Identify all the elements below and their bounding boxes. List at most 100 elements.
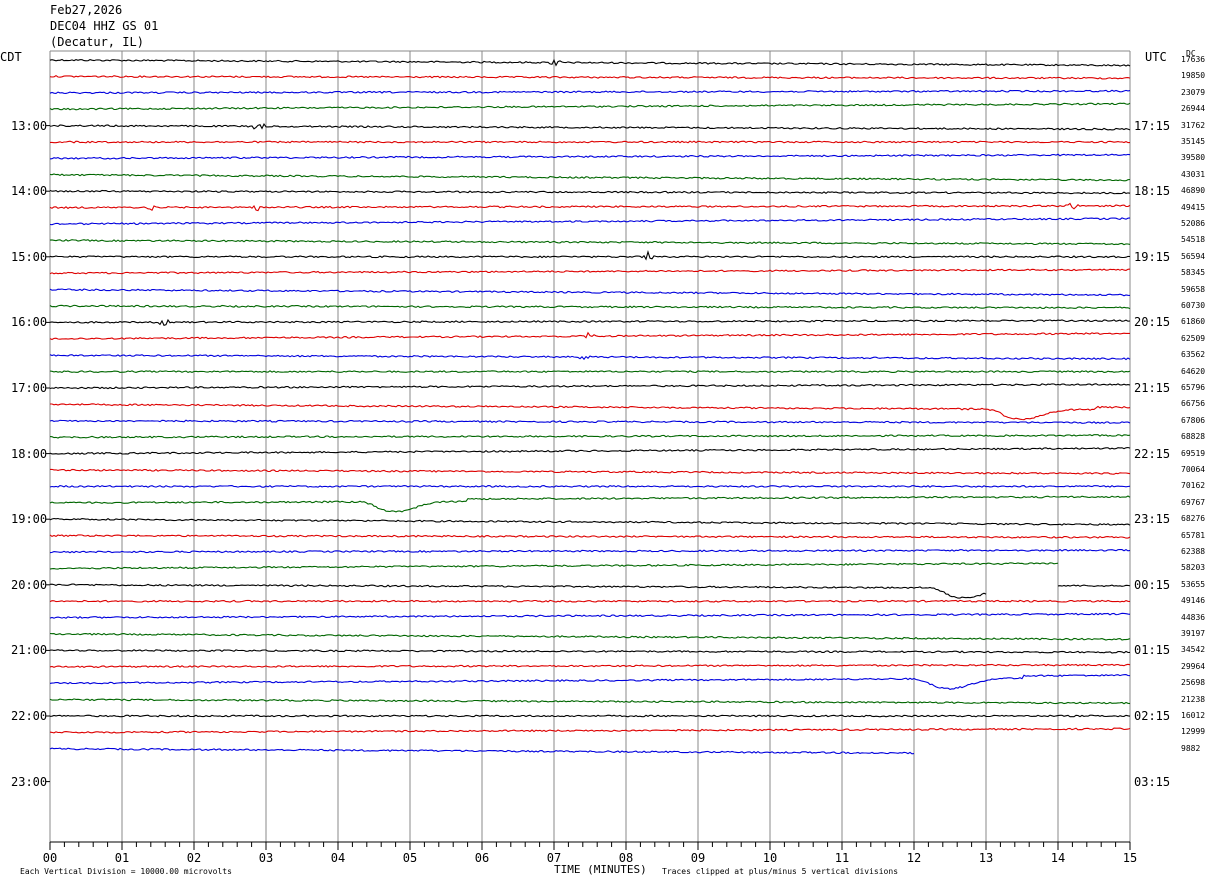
x-tick-label: 00 bbox=[43, 851, 57, 865]
trace-row-5 bbox=[50, 140, 1130, 144]
utc-time-label: 00:15 bbox=[1134, 577, 1171, 592]
dc-offset-label: 59658 bbox=[1181, 284, 1206, 294]
cdt-time-label: 23:00 bbox=[11, 774, 48, 789]
trace-row-17 bbox=[49, 331, 1130, 341]
location-label: (Decatur, IL) bbox=[50, 35, 144, 49]
cdt-time-label: 16:00 bbox=[11, 315, 48, 330]
dc-offset-label: 66756 bbox=[1181, 399, 1206, 409]
trace-row-22 bbox=[49, 419, 1131, 424]
cdt-time-label: 19:00 bbox=[11, 512, 48, 527]
trace-row-2 bbox=[49, 89, 1131, 95]
cdt-time-label: 13:00 bbox=[11, 118, 48, 133]
dc-offset-label: 69767 bbox=[1181, 497, 1206, 507]
x-tick-label: 06 bbox=[475, 851, 489, 865]
x-tick-label: 05 bbox=[403, 851, 417, 865]
dc-offset-label: 39197 bbox=[1181, 629, 1206, 638]
trace-row-23 bbox=[49, 434, 1131, 439]
dc-offset-label: 65781 bbox=[1181, 530, 1206, 540]
dc-offset-label: 39580 bbox=[1181, 153, 1206, 163]
x-tick-label: 15 bbox=[1123, 851, 1137, 865]
trace-row-32 bbox=[49, 583, 1131, 599]
dc-offset-label: 29964 bbox=[1181, 661, 1206, 671]
utc-time-label: 17:15 bbox=[1134, 118, 1171, 133]
trace-row-8 bbox=[49, 189, 1131, 195]
trace-row-40 bbox=[49, 714, 1131, 718]
utc-time-label: 20:15 bbox=[1134, 315, 1171, 330]
trace-row-7 bbox=[49, 173, 1131, 182]
trace-row-0 bbox=[49, 58, 1131, 67]
trace-row-9 bbox=[49, 202, 1131, 212]
utc-time-label: 23:15 bbox=[1134, 512, 1171, 527]
trace-row-1 bbox=[49, 74, 1131, 80]
clip-note: Traces clipped at plus/minus 5 vertical … bbox=[662, 867, 899, 876]
dc-offset-label: 54518 bbox=[1181, 235, 1206, 245]
utc-time-label: 19:15 bbox=[1134, 249, 1171, 264]
x-axis: 00 01 02 03 04 05 06 07 08 09 10 11 12 13 14 15 bbox=[43, 841, 1137, 865]
dc-offset-label: 53655 bbox=[1181, 579, 1206, 589]
cdt-time-label: 21:00 bbox=[11, 643, 48, 658]
trace-row-18 bbox=[49, 354, 1131, 361]
trace-row-19 bbox=[49, 370, 1131, 374]
x-tick-label: 04 bbox=[331, 851, 345, 865]
dc-header-label: DC bbox=[1186, 49, 1196, 58]
dc-offset-label: 49146 bbox=[1181, 596, 1206, 606]
dc-offset-label: 70162 bbox=[1181, 481, 1206, 491]
dc-offset-label: 49415 bbox=[1181, 202, 1206, 212]
dc-offset-label: 43031 bbox=[1181, 169, 1206, 179]
dc-offset-label: 62509 bbox=[1181, 333, 1206, 343]
trace-row-15 bbox=[49, 304, 1131, 310]
x-tick-label: 07 bbox=[547, 851, 561, 865]
trace-row-41 bbox=[49, 727, 1131, 734]
dc-offset-label: 9882 bbox=[1181, 743, 1201, 753]
dc-offset-label: 56594 bbox=[1181, 251, 1206, 261]
dc-offset-label: 31762 bbox=[1181, 120, 1206, 130]
x-tick-label: 11 bbox=[835, 851, 849, 865]
utc-time-label: 02:15 bbox=[1134, 709, 1171, 723]
trace-row-38 bbox=[49, 674, 1131, 690]
trace-row-28 bbox=[49, 517, 1131, 526]
dc-offset-label: 25698 bbox=[1181, 678, 1206, 688]
cdt-time-label: 17:00 bbox=[11, 381, 48, 395]
cdt-time-label: 15:00 bbox=[11, 249, 48, 264]
trace-row-20 bbox=[49, 383, 1131, 390]
cdt-time-label: 18:00 bbox=[11, 446, 48, 461]
x-tick-label: 03 bbox=[259, 851, 273, 865]
dc-offset-label: 69519 bbox=[1181, 448, 1206, 458]
trace-row-31 bbox=[49, 562, 1059, 570]
x-tick-label: 14 bbox=[1051, 851, 1065, 865]
cdt-time-label: 20:00 bbox=[11, 577, 48, 592]
dc-offset-label: 63562 bbox=[1181, 350, 1206, 360]
left-timezone-label: CDT bbox=[0, 50, 22, 64]
trace-lines bbox=[49, 58, 1131, 755]
dc-offset-label: 35145 bbox=[1181, 137, 1206, 146]
dc-offset-label: 23079 bbox=[1181, 87, 1206, 97]
trace-row-35 bbox=[49, 632, 1131, 641]
utc-time-label: 21:15 bbox=[1134, 381, 1171, 395]
dc-offset-label: 34542 bbox=[1181, 645, 1206, 655]
trace-row-33 bbox=[49, 599, 1131, 603]
utc-time-label: 22:15 bbox=[1134, 446, 1171, 461]
station-label: DEC04 HHZ GS 01 bbox=[50, 19, 159, 33]
trace-row-14 bbox=[49, 288, 1131, 297]
dc-offset-label: 21238 bbox=[1181, 694, 1206, 704]
dc-offset-label: 19850 bbox=[1181, 71, 1206, 81]
right-timezone-label: UTC bbox=[1145, 50, 1167, 64]
trace-row-26 bbox=[49, 484, 1131, 488]
trace-row-30 bbox=[49, 548, 1131, 554]
x-tick-label: 12 bbox=[907, 851, 921, 865]
trace-row-29 bbox=[49, 534, 1131, 539]
dc-offset-label: 12999 bbox=[1181, 727, 1206, 737]
x-axis-title: TIME (MINUTES) bbox=[554, 863, 647, 876]
dc-offset-label: 17636 bbox=[1181, 55, 1206, 64]
trace-row-16 bbox=[49, 318, 1131, 326]
dc-offset-label: 62388 bbox=[1181, 547, 1206, 556]
trace-row-4 bbox=[49, 123, 1131, 131]
trace-row-13 bbox=[49, 268, 1131, 275]
cdt-time-label: 22:00 bbox=[11, 709, 48, 723]
dc-offset-label: 52086 bbox=[1181, 219, 1206, 228]
x-tick-label: 01 bbox=[115, 851, 129, 865]
dc-offset-label: 68828 bbox=[1181, 432, 1206, 442]
trace-row-12 bbox=[49, 249, 1131, 261]
dc-offset-label: 61860 bbox=[1181, 317, 1206, 327]
